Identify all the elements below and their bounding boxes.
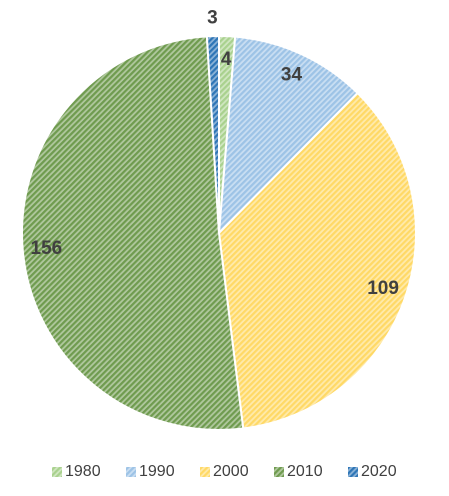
pie-slice (217, 91, 417, 430)
legend-label: 2010 (287, 463, 323, 480)
legend-marker (348, 467, 358, 477)
legend-label: 2020 (361, 463, 397, 480)
data-label: 3 (207, 7, 218, 28)
data-label: 4 (221, 49, 232, 70)
legend-marker (200, 467, 210, 477)
legend-marker (52, 467, 62, 477)
pie-slice (205, 34, 220, 234)
legend-label: 1980 (65, 463, 101, 480)
pie-slice (217, 35, 359, 236)
legend-marker (126, 467, 136, 477)
legend-label: 2000 (213, 463, 249, 480)
legend-label: 1990 (139, 463, 175, 480)
pie-slice (21, 35, 245, 431)
data-label: 34 (281, 65, 303, 86)
legend-marker (274, 467, 284, 477)
data-label: 109 (367, 278, 399, 299)
data-label: 156 (31, 238, 63, 259)
